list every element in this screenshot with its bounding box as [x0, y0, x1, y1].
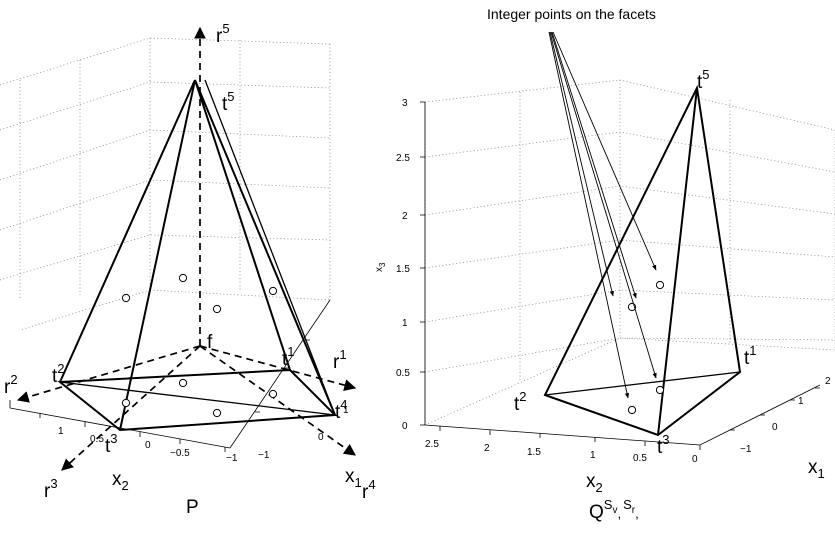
point — [178, 378, 188, 388]
x2-tick-1: 1 — [58, 426, 64, 437]
point — [268, 286, 278, 296]
right-integer-points — [627, 280, 665, 415]
left-labels: r5 t5 t2 t1 t3 t4 r2 r1 r3 r4 f x1 x2 P — [4, 21, 376, 518]
point — [178, 273, 188, 283]
x1-tick-0: 0 — [772, 422, 778, 433]
x3-axis-label: x3 — [374, 262, 387, 272]
point — [627, 405, 637, 415]
ray-r3-label: r3 — [44, 476, 58, 502]
left-integer-points — [121, 273, 278, 418]
point — [268, 389, 278, 399]
left-polytope-P — [57, 79, 338, 432]
left-rays — [16, 26, 357, 471]
ray-r4-label: r4 — [362, 477, 376, 503]
x1-tick-1: 1 — [798, 396, 804, 407]
vertex-t3-label: t3 — [657, 432, 670, 458]
vertex-t2-label: t2 — [52, 361, 65, 387]
x2-tick-1.5: 1.5 — [527, 447, 541, 458]
left-grid — [0, 37, 331, 331]
x2-tick-2.5: 2.5 — [425, 439, 439, 450]
point — [655, 280, 665, 290]
annotation-label: Integer points on the facets — [487, 6, 656, 22]
x3-tick-0: 0 — [402, 421, 408, 432]
arrow — [548, 31, 630, 399]
arrow — [551, 31, 637, 299]
x1-tick-0: 0 — [318, 432, 324, 443]
left-panel: 1 0 −1 1 0.5 0 −0.5 −1 — [0, 21, 376, 518]
x2-tick-0: 0 — [145, 440, 151, 451]
right-panel: 3 2.5 2 1.5 1 0.5 0 2.5 2 1.5 1 0.5 0 2 … — [374, 6, 835, 523]
vertex-t5-label: t5 — [697, 67, 710, 93]
x1-axis-label: x1 — [345, 466, 362, 490]
annotation-arrows — [548, 31, 657, 399]
right-axes — [420, 101, 821, 450]
x2-tick-neg0.5: −0.5 — [170, 448, 190, 459]
arrow — [552, 31, 657, 271]
point — [121, 398, 131, 408]
vertex-t5-label: t5 — [222, 89, 235, 115]
x1-tick-1: 1 — [343, 405, 349, 416]
vertex-t1-label: t1 — [282, 344, 295, 370]
ray-r1-line — [199, 345, 357, 391]
right-labels: Integer points on the facets t5 t1 t2 t3… — [487, 6, 825, 523]
x2-axis-label: x2 — [586, 471, 603, 495]
origin-f-label: f — [207, 332, 213, 353]
point — [121, 293, 131, 303]
x3-tick-1.5: 1.5 — [396, 264, 410, 275]
arrow — [550, 31, 657, 379]
ray-r1-label: r1 — [333, 347, 347, 373]
x1-tick-2: 2 — [825, 376, 831, 387]
right-tick-labels: 3 2.5 2 1.5 1 0.5 0 2.5 2 1.5 1 0.5 0 2 … — [374, 98, 831, 465]
left-axes — [9, 299, 331, 452]
x1-tick-neg1: −1 — [740, 444, 752, 455]
ray-r2-line — [16, 345, 201, 403]
ray-r4-line — [199, 345, 356, 456]
ray-r5-label: r5 — [216, 21, 230, 47]
x2-tick-2: 2 — [484, 443, 490, 454]
x3-tick-0.5: 0.5 — [396, 368, 410, 379]
ray-r2-label: r2 — [4, 372, 18, 398]
vertex-t2-label: t2 — [514, 389, 527, 415]
point — [212, 304, 222, 314]
x3-tick-3: 3 — [402, 98, 408, 109]
caption-Q: QSv,Sr, — [589, 497, 639, 523]
caption-P: P — [186, 497, 199, 518]
x1-axis-label: x1 — [808, 457, 825, 481]
x2-tick-1: 1 — [590, 450, 596, 461]
x1-tick-neg1: −1 — [258, 450, 270, 461]
right-polytope-Q — [543, 84, 742, 437]
vertex-t4-label: t4 — [335, 397, 348, 423]
x2-axis-label: x2 — [112, 469, 129, 493]
vertex-t3-label: t3 — [105, 431, 118, 457]
x3-tick-1: 1 — [402, 318, 408, 329]
right-grid — [424, 79, 835, 426]
point — [212, 408, 222, 418]
x3-tick-2.5: 2.5 — [396, 153, 410, 164]
ray-r3-line — [61, 345, 201, 471]
vertex-t1-label: t1 — [744, 343, 757, 369]
x2-tick-neg1: −1 — [226, 453, 238, 464]
point — [655, 385, 665, 395]
x2-tick-0: 0 — [692, 454, 698, 465]
x3-tick-2: 2 — [402, 211, 408, 222]
arrow — [549, 31, 614, 297]
x2-tick-0.5: 0.5 — [633, 453, 647, 464]
